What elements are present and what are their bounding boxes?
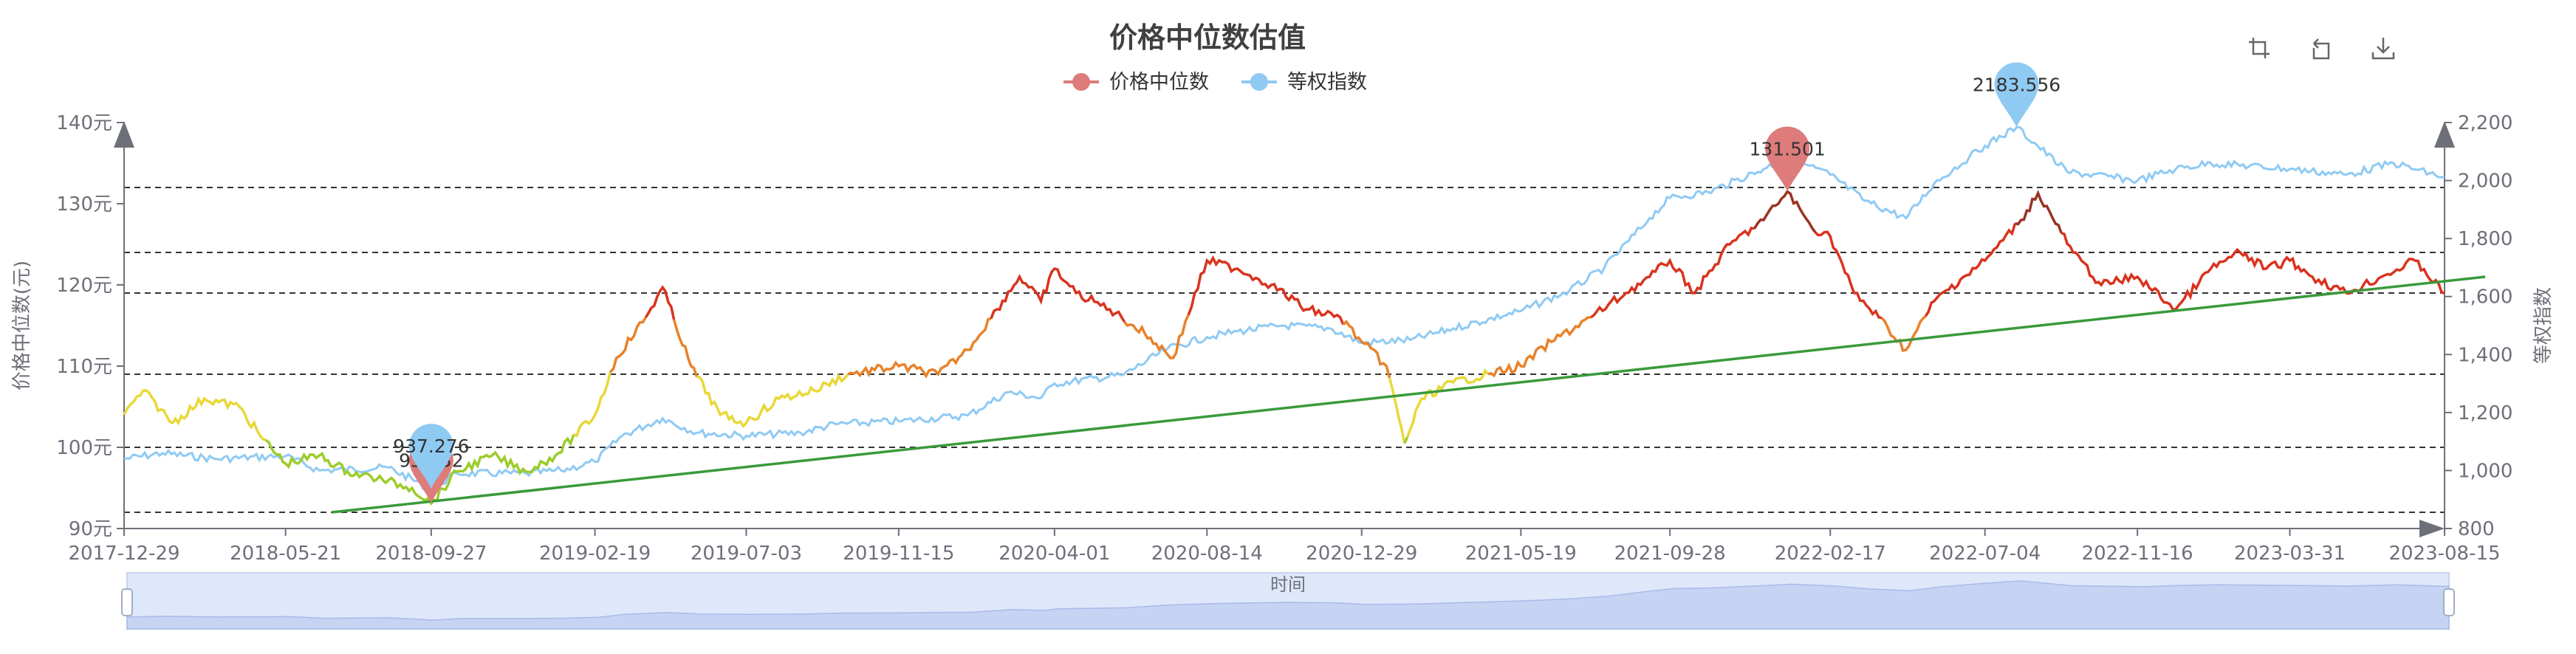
series-line-price-median-segment (696, 373, 849, 429)
datazoom-handle-start[interactable] (121, 588, 133, 616)
zoom-select-icon[interactable] (2242, 31, 2276, 65)
legend-item[interactable]: 等权指数 (1241, 71, 1367, 94)
x-tick-label: 2018-09-27 (375, 543, 487, 565)
marker-equal-weight-index-label: 937.276 (393, 436, 469, 457)
legend-swatch-dot (1250, 73, 1268, 91)
x-tick-label: 2022-07-04 (1929, 543, 2041, 565)
x-tick-label: 2022-02-17 (1775, 543, 1886, 565)
x-axis-arrow (2419, 520, 2445, 537)
series-line-price-median-segment (2015, 190, 2063, 234)
series-line-price-median-segment (1123, 314, 1190, 359)
y-right-tick-label: 1,000 (2458, 460, 2512, 482)
x-tick-label: 2021-09-28 (1614, 543, 1726, 565)
marker-equal-weight-index: 2183.556 (1973, 62, 2061, 128)
series-line-price-median-segment (1403, 436, 1409, 444)
y-right-tick-label: 1,800 (2458, 228, 2512, 250)
x-tick-label: 2023-03-31 (2234, 543, 2346, 565)
toolbox (2242, 31, 2400, 65)
x-tick-label: 2022-11-16 (2082, 543, 2193, 565)
x-tick-label: 2017-12-29 (68, 543, 179, 565)
y-right-tick-label: 1,400 (2458, 344, 2512, 366)
series-line-price-median-segment (573, 371, 612, 438)
x-tick-label: 2019-11-15 (843, 543, 954, 565)
x-tick-label: 2021-05-19 (1465, 543, 1577, 565)
marker-price-median-shape (1765, 126, 1810, 192)
datazoom-preview (126, 580, 2450, 630)
grid-lines (124, 187, 2445, 513)
chart-title: 价格中位数估值 (1109, 21, 1306, 54)
series-line-price-median-segment (1880, 314, 1927, 352)
y-axis-left-title: 价格中位数(元) (11, 261, 33, 390)
legend[interactable]: 价格中位数 等权指数 (1063, 71, 1367, 94)
legend-item[interactable]: 价格中位数 (1063, 71, 1209, 94)
datazoom-slider[interactable]: 时间 (121, 572, 2455, 630)
y-left-tick-label: 90元 (69, 518, 112, 540)
download-icon[interactable] (2366, 31, 2400, 65)
y-axis-right-title: 等权指数 (2532, 287, 2555, 364)
y-right-tick-label: 800 (2458, 518, 2495, 540)
y-right-tick-label: 2,000 (2458, 171, 2512, 193)
y-left-tick-label: 110元 (56, 356, 112, 378)
datazoom-handle-end[interactable] (2443, 588, 2455, 616)
marker-equal-weight-index: 937.276 (393, 424, 470, 489)
series-line-equal-weight-index (123, 125, 2445, 492)
title-area: 价格中位数估值 (1109, 21, 1306, 54)
x-tick-label: 2019-07-03 (691, 543, 802, 565)
x-tick-label: 2020-04-01 (998, 543, 1110, 565)
series-line-price-median-segment (2061, 232, 2445, 311)
y-left-tick-label: 130元 (56, 193, 112, 216)
series-lines (123, 125, 2486, 514)
series-line-price-median-segment (123, 389, 267, 441)
y-right-tick-label: 1,200 (2458, 402, 2512, 424)
x-tick-label: 2023-08-15 (2388, 543, 2500, 565)
y-left-tick-label: 100元 (56, 437, 112, 459)
series-line-price-median-segment (264, 434, 575, 506)
series-line-price-median-segment (1814, 230, 1883, 320)
legend-label: 等权指数 (1287, 71, 1367, 94)
y-left-tick-label: 140元 (56, 112, 112, 134)
legend-swatch-dot (1072, 73, 1090, 91)
series-line-price-median-segment (1590, 227, 1755, 319)
marker-equal-weight-index-label: 2183.556 (1973, 74, 2061, 95)
axes: 90元 100元 110元 120元 130元 140元 800 1,000 1,200 1,40… (11, 112, 2555, 565)
series-line-price-median-segment (1187, 255, 1345, 326)
x-tick-label: 2018-05-21 (230, 543, 341, 565)
y-right-tick-label: 1,600 (2458, 286, 2512, 309)
series-line-price-median-segment (1342, 320, 1391, 379)
series-line-price-median-segment (644, 285, 676, 320)
trend-line (332, 275, 2486, 514)
series-line-price-median-segment (1753, 190, 1817, 233)
x-tick-label: 2020-08-14 (1151, 543, 1263, 565)
legend-label: 价格中位数 (1109, 71, 1209, 94)
series-line-price-median-segment (1924, 223, 2017, 317)
series-line-price-median-segment (609, 317, 647, 374)
x-tick-label: 2020-12-29 (1306, 543, 1417, 565)
marker-price-median: 131.501 (1749, 126, 1826, 192)
y-right-tick-label: 2,200 (2458, 112, 2512, 134)
series-line-price-median-segment (1487, 316, 1592, 378)
marker-price-median-label: 131.501 (1749, 138, 1825, 159)
series-line-price-median-segment (990, 267, 1126, 323)
y-axis-left-arrow (114, 121, 134, 148)
series-line-price-median-segment (1406, 368, 1490, 438)
x-tick-label: 2019-02-19 (539, 543, 651, 565)
zoom-reset-icon[interactable] (2304, 31, 2338, 65)
series-line-price-median-segment (672, 319, 699, 377)
marker-equal-weight-index-shape (1994, 62, 2039, 128)
marker-equal-weight-index-shape (408, 424, 453, 489)
y-axis-right-arrow (2434, 121, 2455, 148)
series-line-price-median-segment (1388, 377, 1406, 444)
y-left-tick-label: 120元 (56, 275, 112, 297)
series-line-price-median-segment (847, 317, 992, 379)
datazoom-label: 时间 (1270, 574, 1306, 595)
